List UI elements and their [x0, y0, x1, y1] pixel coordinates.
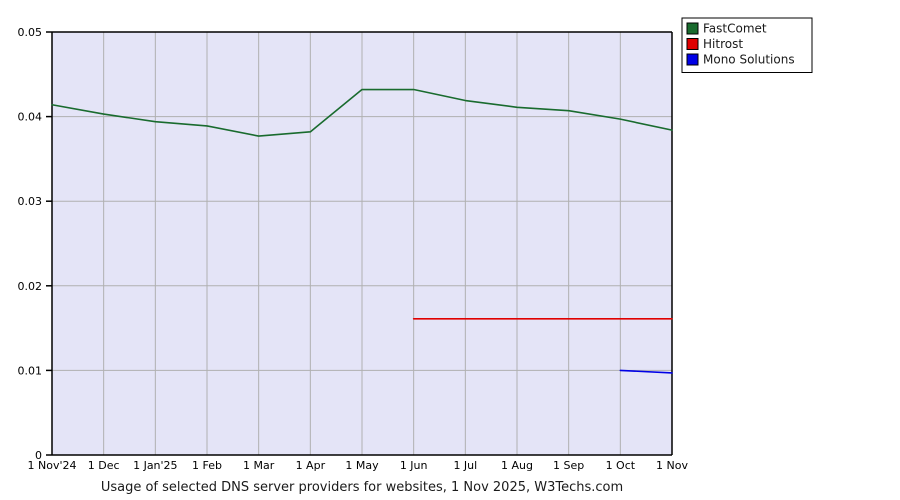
data-series-layer: [51, 88, 673, 374]
x-axis-tick-label: 1 Aug: [501, 459, 533, 472]
y-axis-tick-label: 0.02: [18, 280, 43, 293]
legend-swatch-mono-solutions: [686, 53, 699, 66]
x-axis-tick-label: 1 Sep: [553, 459, 584, 472]
x-axis-tick-label: 1 Jan'25: [133, 459, 177, 472]
x-axis-tick-label: 1 Dec: [88, 459, 120, 472]
x-axis-tick-label: 1 Nov: [656, 459, 688, 472]
y-axis-tick-label: 0.01: [18, 364, 43, 377]
legend-swatch-hitrost: [686, 38, 699, 50]
x-axis-tick-label: 1 Apr: [296, 459, 326, 472]
y-axis-tick-label: 0.04: [18, 111, 43, 124]
y-axis-tick-labels: 0 0.01 0.02 0.03 0.04 0.05: [18, 26, 52, 462]
legend-box: [681, 17, 813, 73]
series-line-fastcomet: [51, 88, 673, 137]
legend-label-fastcomet: FastComet: [703, 22, 767, 36]
chart-caption: Usage of selected DNS server providers f…: [101, 480, 623, 495]
y-axis-tick-label: 0: [35, 449, 42, 462]
axes: [51, 31, 673, 456]
x-axis-tick-label: 1 Jun: [400, 459, 428, 472]
y-axis-tick-label: 0.03: [18, 195, 43, 208]
series-line-mono-solutions: [619, 369, 673, 374]
x-axis-tick-label: 1 Oct: [606, 459, 636, 472]
legend-swatch-fastcomet: [686, 22, 699, 35]
x-axis-tick-label: 1 Jul: [453, 459, 477, 472]
x-axis-tick-label: 1 Nov'24: [28, 459, 77, 472]
legend-label-hitrost: Hitrost: [703, 37, 743, 51]
x-axis-tick-label: 1 May: [345, 459, 379, 472]
x-axis-tick-label: 1 Mar: [243, 459, 275, 472]
y-axis-tick-label: 0.05: [18, 26, 43, 39]
legend-label-mono-solutions: Mono Solutions: [703, 53, 795, 67]
x-axis-tick-label: 1 Feb: [192, 459, 222, 472]
x-axis-tick-labels: 1 Nov'24 1 Dec 1 Jan'25 1 Feb 1 Mar 1 Apr 1 Ma…: [28, 459, 689, 472]
